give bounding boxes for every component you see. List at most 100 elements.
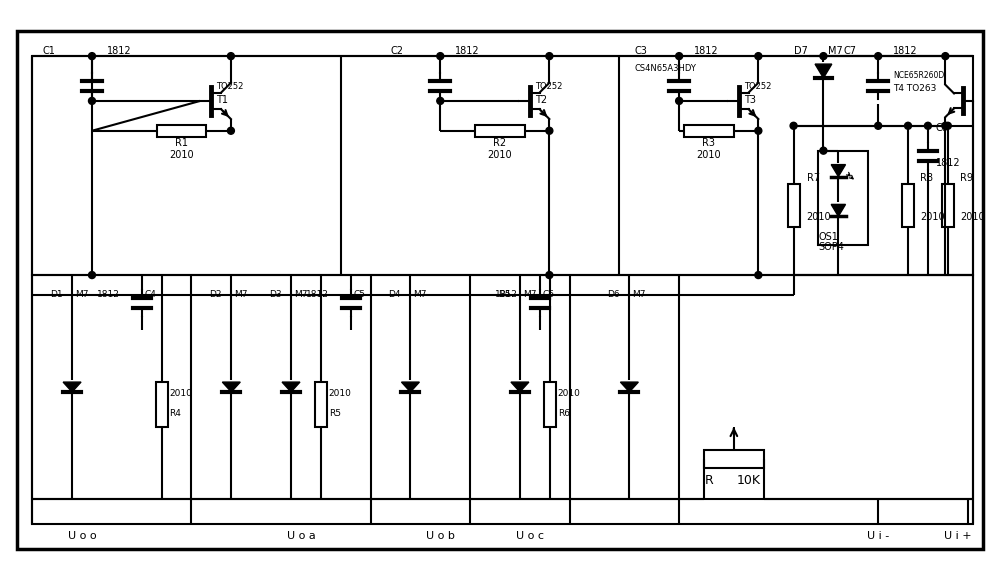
Circle shape bbox=[875, 122, 882, 129]
Bar bbox=[475, 125, 525, 137]
Text: C1: C1 bbox=[42, 46, 55, 56]
Text: 2010: 2010 bbox=[169, 150, 194, 160]
Text: NCE65R260D: NCE65R260D bbox=[893, 71, 944, 80]
Text: 1812: 1812 bbox=[495, 290, 518, 299]
Text: 2010: 2010 bbox=[807, 212, 831, 223]
Text: 2010: 2010 bbox=[960, 212, 984, 223]
Text: D5: D5 bbox=[498, 290, 511, 299]
Text: R5: R5 bbox=[329, 409, 341, 419]
Circle shape bbox=[437, 53, 444, 60]
Text: CS4N65A3HDY: CS4N65A3HDY bbox=[634, 64, 696, 73]
Polygon shape bbox=[815, 64, 832, 78]
Text: R6: R6 bbox=[558, 409, 570, 419]
Text: T4 TO263: T4 TO263 bbox=[893, 84, 936, 93]
Circle shape bbox=[755, 127, 762, 134]
Text: M7: M7 bbox=[523, 290, 536, 299]
Circle shape bbox=[944, 122, 951, 129]
Text: R8: R8 bbox=[920, 172, 933, 182]
Text: R7: R7 bbox=[807, 172, 820, 182]
Bar bbox=[32, 56, 973, 275]
Text: C5: C5 bbox=[354, 290, 366, 299]
Circle shape bbox=[88, 271, 95, 278]
Text: M7: M7 bbox=[828, 46, 843, 56]
Text: 1812: 1812 bbox=[97, 290, 120, 299]
Circle shape bbox=[676, 97, 683, 105]
Text: C6: C6 bbox=[543, 290, 555, 299]
Polygon shape bbox=[620, 382, 638, 392]
Text: D1: D1 bbox=[50, 290, 63, 299]
Text: T1: T1 bbox=[216, 95, 228, 105]
Bar bbox=[544, 382, 556, 427]
Circle shape bbox=[942, 122, 949, 129]
Text: 2010: 2010 bbox=[920, 212, 945, 223]
Text: TO252: TO252 bbox=[216, 82, 244, 91]
Bar bbox=[684, 125, 734, 137]
Text: M7: M7 bbox=[294, 290, 308, 299]
Text: 1812: 1812 bbox=[694, 46, 719, 56]
Bar bbox=[157, 125, 206, 137]
Text: 1812: 1812 bbox=[107, 46, 132, 56]
Text: R2: R2 bbox=[493, 137, 507, 148]
Polygon shape bbox=[511, 382, 529, 392]
Bar bbox=[32, 275, 973, 524]
Circle shape bbox=[437, 97, 444, 105]
Circle shape bbox=[88, 53, 95, 60]
Text: U i -: U i - bbox=[867, 531, 889, 540]
Text: TO252: TO252 bbox=[535, 82, 562, 91]
Circle shape bbox=[546, 271, 553, 278]
Text: R4: R4 bbox=[170, 409, 181, 419]
Bar bbox=[788, 183, 800, 227]
Text: M7: M7 bbox=[234, 290, 248, 299]
Circle shape bbox=[546, 127, 553, 134]
Circle shape bbox=[875, 53, 882, 60]
Circle shape bbox=[755, 53, 762, 60]
Polygon shape bbox=[831, 164, 846, 177]
Circle shape bbox=[820, 53, 827, 60]
Text: D7: D7 bbox=[794, 46, 807, 56]
Text: 10K: 10K bbox=[737, 474, 761, 487]
Polygon shape bbox=[282, 382, 300, 392]
Bar bbox=[818, 151, 868, 245]
Text: U o o: U o o bbox=[68, 531, 96, 540]
Polygon shape bbox=[222, 382, 240, 392]
Text: D3: D3 bbox=[269, 290, 282, 299]
Text: M7: M7 bbox=[413, 290, 427, 299]
Text: D4: D4 bbox=[389, 290, 401, 299]
Bar bbox=[902, 183, 914, 227]
Text: 2010: 2010 bbox=[488, 150, 512, 160]
Circle shape bbox=[227, 53, 234, 60]
Circle shape bbox=[88, 97, 95, 105]
Bar bbox=[315, 382, 327, 427]
Bar bbox=[156, 382, 168, 427]
Circle shape bbox=[755, 271, 762, 278]
Text: U o c: U o c bbox=[516, 531, 544, 540]
Circle shape bbox=[905, 122, 912, 129]
Text: OS1: OS1 bbox=[818, 232, 838, 242]
Polygon shape bbox=[401, 382, 419, 392]
Circle shape bbox=[942, 53, 949, 60]
Polygon shape bbox=[63, 382, 81, 392]
Polygon shape bbox=[831, 204, 846, 216]
Text: SOP4: SOP4 bbox=[818, 242, 844, 252]
Bar bbox=[942, 183, 954, 227]
Text: U o b: U o b bbox=[426, 531, 455, 540]
Circle shape bbox=[790, 122, 797, 129]
Circle shape bbox=[227, 127, 234, 134]
Bar bbox=[704, 450, 764, 468]
Text: 2010: 2010 bbox=[170, 389, 192, 398]
Text: C4: C4 bbox=[145, 290, 157, 299]
Text: C7: C7 bbox=[843, 46, 856, 56]
Text: R: R bbox=[705, 474, 713, 487]
Circle shape bbox=[924, 122, 931, 129]
Text: 2010: 2010 bbox=[329, 389, 352, 398]
Text: D6: D6 bbox=[607, 290, 620, 299]
Text: U i +: U i + bbox=[944, 531, 972, 540]
Circle shape bbox=[546, 53, 553, 60]
Text: C3: C3 bbox=[634, 46, 647, 56]
Text: C8: C8 bbox=[936, 122, 949, 133]
Text: T2: T2 bbox=[535, 95, 547, 105]
Text: 1812: 1812 bbox=[455, 46, 480, 56]
Text: TO252: TO252 bbox=[744, 82, 771, 91]
Text: 2010: 2010 bbox=[697, 150, 721, 160]
Circle shape bbox=[820, 147, 827, 154]
